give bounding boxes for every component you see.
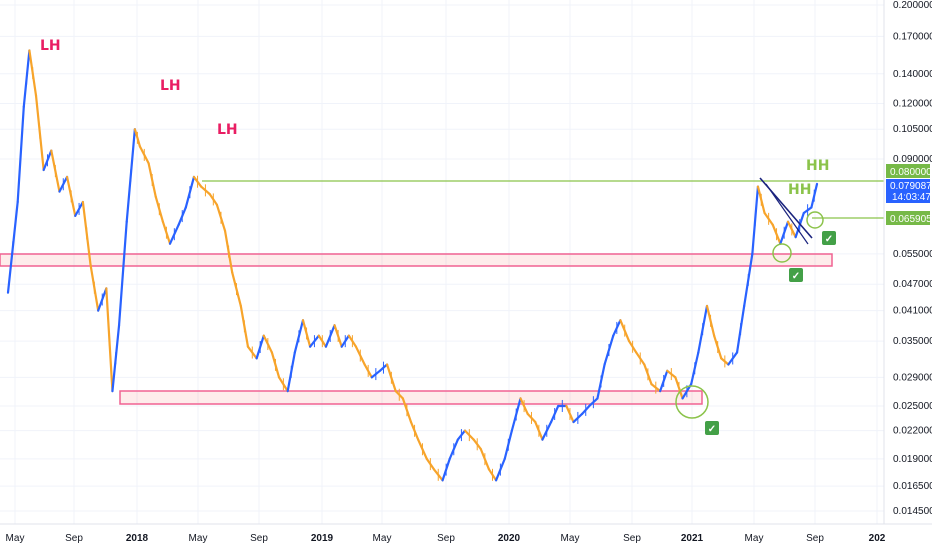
x-tick-label: Sep [250, 533, 268, 544]
checkmark-3-glyph: ✓ [708, 424, 716, 435]
x-tick-label: May [189, 533, 208, 544]
annotation-lh-3: LH [217, 122, 238, 138]
y-tick-label: 0.014500 [893, 506, 932, 517]
checkmark-badge-1: ✓ [822, 231, 836, 245]
highlight-circle-june-low [772, 243, 792, 263]
x-tick-label: Sep [623, 533, 641, 544]
y-tick-label: 0.047000 [893, 279, 932, 290]
y-tick-label: 0.140000 [893, 69, 932, 80]
time-axis[interactable]: May Sep 2018 May Sep 2019 May Sep 2020 May Sep 2021… [6, 533, 886, 544]
y-tick-label: 0.105000 [893, 124, 932, 135]
annotations: LH LH LH HH HH ✓ ✓ ✓ [40, 38, 836, 435]
x-tick-label: May [373, 533, 392, 544]
y-tick-label: 0.120000 [893, 98, 932, 109]
grid-lines [0, 0, 884, 524]
trend-line-lower [765, 183, 809, 245]
y-tick-label: 0.090000 [893, 154, 932, 165]
x-tick-label: 202 [869, 533, 886, 544]
y-tick-label: 0.025000 [893, 401, 932, 412]
y-tick-label: 0.022000 [893, 426, 932, 437]
y-tick-label: 0.016500 [893, 481, 932, 492]
annotation-lh-1: LH [40, 38, 61, 54]
x-tick-label: Sep [437, 533, 455, 544]
y-tick-label: 0.029000 [893, 372, 932, 383]
y-tick-label: 0.200000 [893, 0, 932, 11]
checkmark-2-glyph: ✓ [792, 271, 800, 282]
price-badge-last-countdown: 14:03:47 [892, 192, 931, 203]
annotation-hh-1: HH [806, 158, 829, 174]
checkmark-1-glyph: ✓ [825, 234, 833, 245]
highlight-circle-2021-low [675, 385, 709, 419]
checkmark-badge-3: ✓ [705, 421, 719, 435]
y-tick-label: 0.055000 [893, 249, 932, 260]
annotation-lh-2: LH [160, 78, 181, 94]
x-tick-label: May [6, 533, 25, 544]
annotation-hh-2: HH [788, 182, 811, 198]
support-zone-lower [119, 390, 703, 405]
y-tick-label: 0.041000 [893, 306, 932, 317]
support-zone-upper [0, 253, 833, 267]
price-badge-resistance: 0.080000 [886, 164, 932, 178]
price-badge-last-value: 0.079087 [890, 181, 932, 192]
price-axis[interactable]: 0.200000 0.170000 0.140000 0.120000 0.105000… [893, 0, 932, 517]
x-tick-label: 2019 [311, 533, 334, 544]
y-tick-label: 0.019000 [893, 454, 932, 465]
support-zones [0, 253, 833, 405]
y-tick-label: 0.035000 [893, 336, 932, 347]
price-badge-support: 0.065905 [886, 211, 932, 225]
highlight-circle-retest [806, 211, 824, 229]
x-tick-label: 2020 [498, 533, 521, 544]
checkmark-badge-2: ✓ [789, 268, 803, 282]
x-tick-label: 2021 [681, 533, 704, 544]
trend-drawings [202, 177, 884, 419]
x-tick-label: Sep [65, 533, 83, 544]
price-badge-support-value: 0.065905 [890, 214, 932, 225]
x-tick-label: 2018 [126, 533, 149, 544]
price-badge-resistance-value: 0.080000 [890, 167, 932, 178]
x-tick-label: May [745, 533, 764, 544]
y-tick-label: 0.170000 [893, 31, 932, 42]
price-badge-last: 0.079087 14:03:47 [886, 179, 932, 203]
price-series [6, 49, 819, 482]
x-tick-label: Sep [806, 533, 824, 544]
x-tick-label: May [561, 533, 580, 544]
